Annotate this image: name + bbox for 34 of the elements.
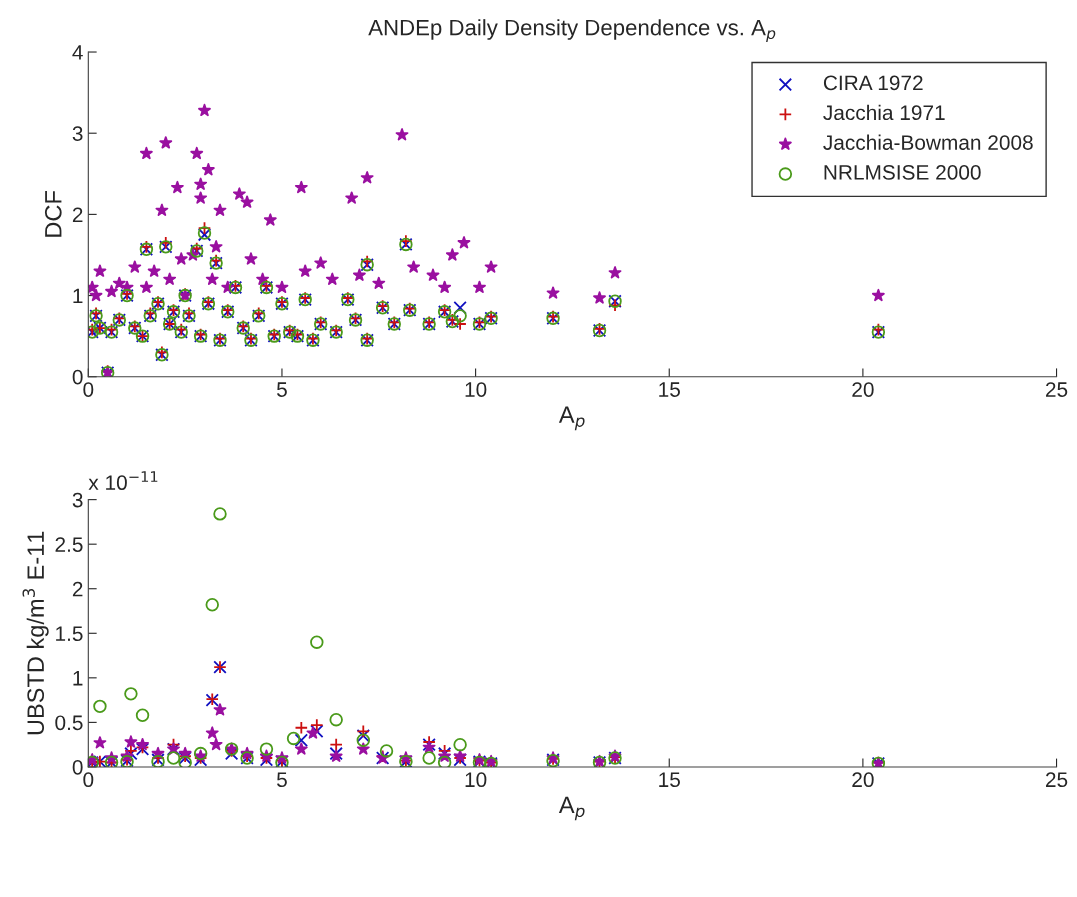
x-tick-label: 25 (1046, 382, 1068, 397)
x-tick-label: 20 (852, 772, 874, 788)
legend-label: CIRA 1972 (823, 75, 923, 91)
y-tick-label: 2 (72, 581, 83, 597)
x-tick-label: 0 (83, 772, 94, 788)
x-axis-title: A$_{p}$ (558, 796, 585, 821)
x-tick-label: 15 (659, 772, 680, 788)
y-tick-label: 3 (72, 126, 83, 141)
y-tick-label: 1.5 (56, 626, 83, 642)
text: x 10$^{−11}$ (88, 471, 158, 491)
legend-label: Jacchia-Bowman 2008 (823, 134, 1033, 150)
y-tick-label: 2 (72, 207, 83, 222)
x-tick-label: 5 (277, 382, 287, 397)
x-tick-label: 25 (1046, 772, 1068, 788)
y-axis-title: DCF (44, 191, 62, 237)
legend-label: Jacchia 1971 (823, 104, 945, 121)
chart-title: ANDEp Daily Density Dependence vs. A$_{p}$ (368, 19, 776, 43)
x-tick-label: 5 (277, 772, 287, 788)
y-tick-label: 2.5 (55, 537, 83, 552)
y-tick-label: 3 (72, 492, 83, 508)
x-axis-title: A$_{p}$ (558, 406, 585, 431)
y-tick-label: 0 (72, 759, 83, 775)
y-tick-label: 4 (72, 45, 83, 60)
y-tick-label: 0.5 (55, 715, 83, 731)
x-tick-label: 15 (659, 382, 680, 397)
x-tick-label: 0 (83, 382, 94, 397)
y-tick-label: 1 (73, 671, 83, 686)
x-tick-label: 20 (852, 382, 874, 397)
y-axis-title: UBSTD kg/m$^{3}$ E-11 (22, 531, 49, 735)
x-tick-label: 10 (465, 382, 487, 397)
x-tick-label: 10 (465, 772, 487, 788)
y-tick-label: 1 (73, 288, 83, 304)
y-tick-label: 0 (72, 369, 83, 385)
legend-label: NRLMSISE 2000 (824, 165, 981, 180)
